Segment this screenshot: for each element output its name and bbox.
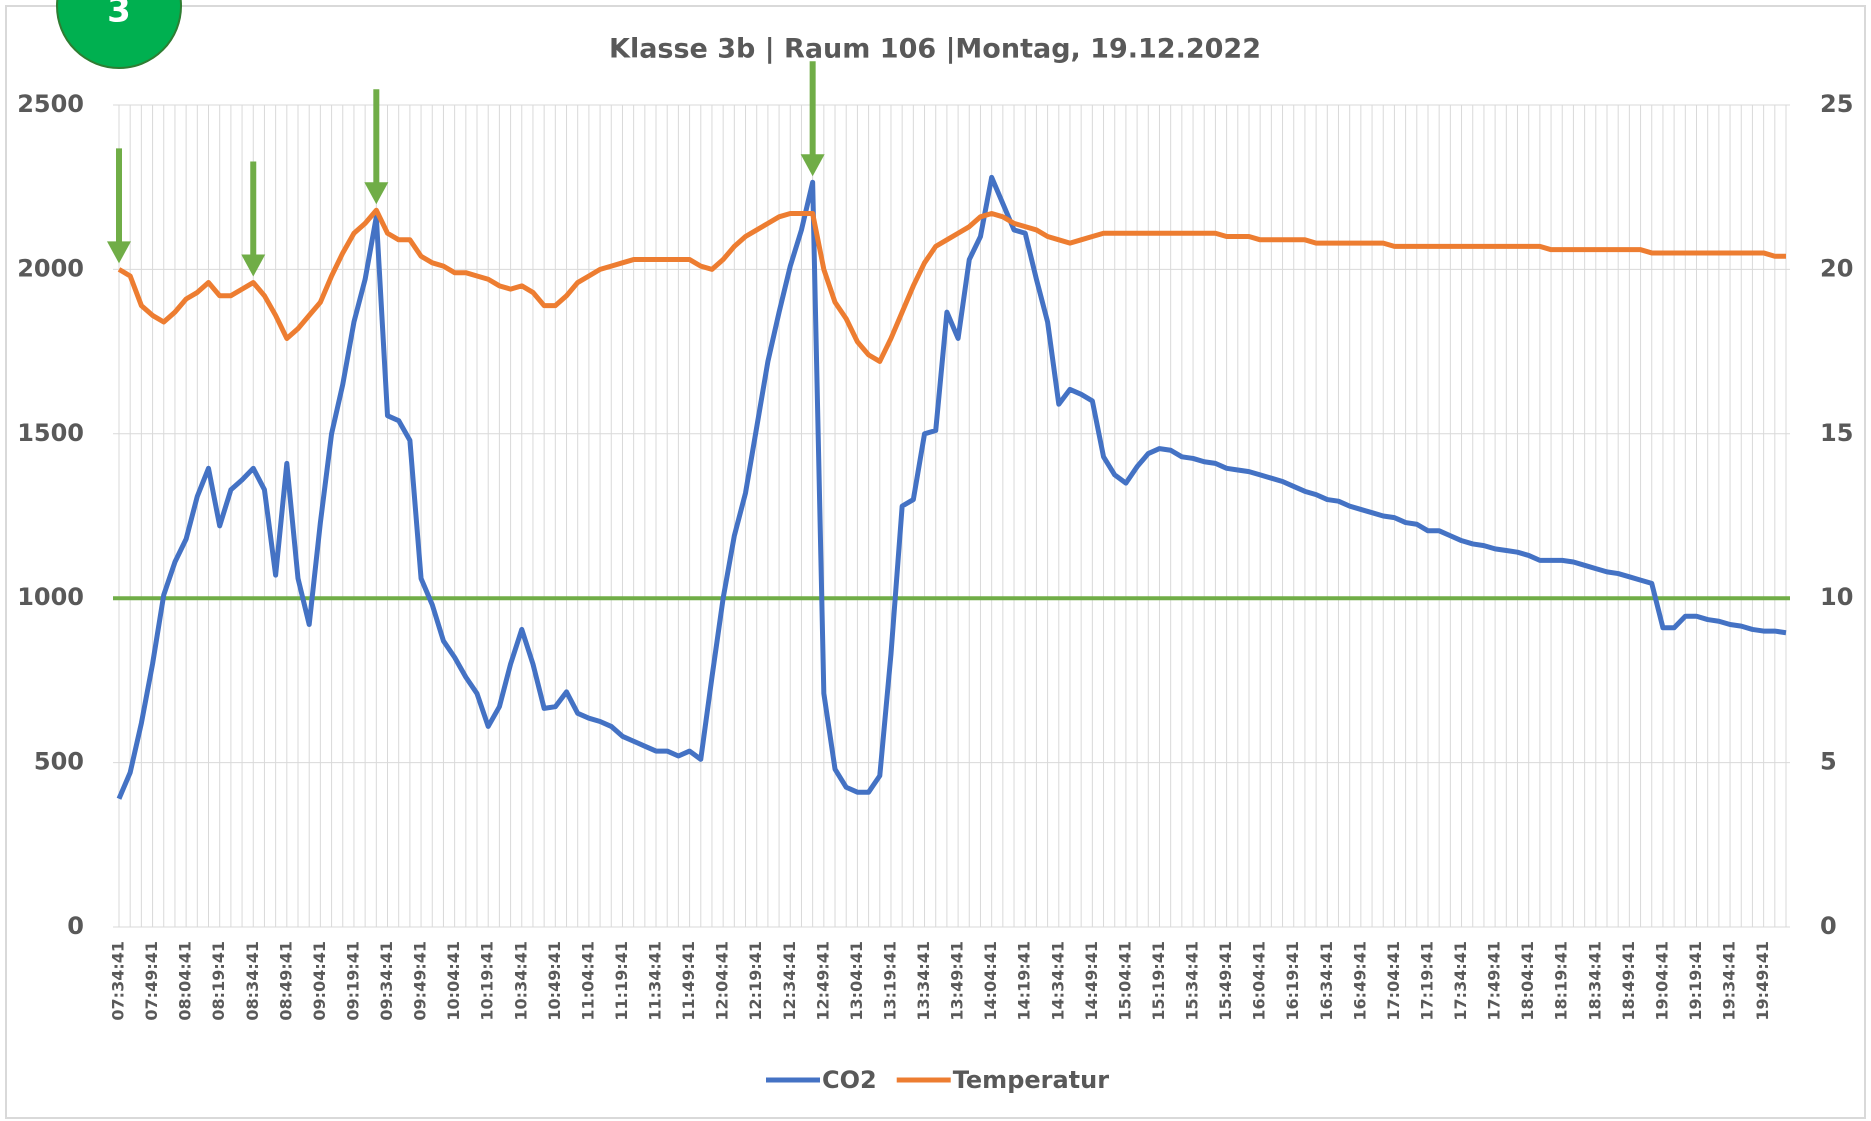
x-tick-label: 16:19:41	[1283, 941, 1302, 1021]
x-tick-label: 18:49:41	[1619, 941, 1638, 1021]
x-tick-label: 15:04:41	[1115, 941, 1134, 1021]
x-tick-label: 08:19:41	[209, 941, 228, 1021]
x-tick-label: 08:34:41	[243, 941, 262, 1021]
x-tick-label: 17:04:41	[1384, 941, 1403, 1021]
x-tick-label: 10:19:41	[478, 941, 497, 1021]
x-tick-label: 11:04:41	[578, 941, 597, 1021]
badge-text: 3	[107, 0, 131, 31]
y2-tick-label: 20	[1820, 254, 1853, 282]
x-tick-label: 16:04:41	[1250, 941, 1269, 1021]
x-tick-label: 17:34:41	[1451, 941, 1470, 1021]
y-tick-label: 2000	[17, 254, 84, 282]
x-tick-label: 08:49:41	[276, 941, 295, 1021]
y2-tick-label: 5	[1820, 748, 1837, 776]
x-tick-label: 13:49:41	[948, 941, 967, 1021]
x-tick-label: 16:49:41	[1350, 941, 1369, 1021]
x-tick-label: 19:19:41	[1686, 941, 1705, 1021]
x-tick-label: 13:04:41	[847, 941, 866, 1021]
x-tick-label: 09:19:41	[343, 941, 362, 1021]
y2-tick-label: 25	[1820, 90, 1853, 118]
legend-label: Temperatur	[953, 1066, 1110, 1094]
x-tick-label: 15:34:41	[1183, 941, 1202, 1021]
x-tick-label: 10:04:41	[444, 941, 463, 1021]
y-tick-label: 1000	[17, 583, 84, 611]
x-tick-label: 13:19:41	[880, 941, 899, 1021]
x-tick-label: 07:34:41	[109, 941, 128, 1021]
x-tick-label: 10:34:41	[511, 941, 530, 1021]
x-tick-label: 12:19:41	[746, 941, 765, 1021]
y-tick-label: 500	[34, 748, 84, 776]
x-tick-label: 18:34:41	[1585, 941, 1604, 1021]
arrow-head	[364, 182, 389, 205]
x-tick-label: 07:49:41	[142, 941, 161, 1021]
x-tick-label: 11:34:41	[646, 941, 665, 1021]
arrow-head	[241, 254, 266, 277]
x-tick-label: 12:04:41	[713, 941, 732, 1021]
x-tick-label: 18:19:41	[1552, 941, 1571, 1021]
x-tick-label: 09:49:41	[411, 941, 430, 1021]
x-tick-label: 11:19:41	[612, 941, 631, 1021]
badge	[56, 0, 182, 69]
x-tick-label: 15:49:41	[1216, 941, 1235, 1021]
chart-title: Klasse 3b | Raum 106 |Montag, 19.12.2022	[609, 34, 1261, 65]
x-tick-label: 15:19:41	[1149, 941, 1168, 1021]
x-tick-label: 12:34:41	[780, 941, 799, 1021]
y2-tick-label: 10	[1820, 583, 1853, 611]
x-tick-label: 09:04:41	[310, 941, 329, 1021]
x-tick-label: 12:49:41	[813, 941, 832, 1021]
x-tick-label: 19:04:41	[1652, 941, 1671, 1021]
x-tick-label: 11:49:41	[679, 941, 698, 1021]
x-tick-label: 17:19:41	[1417, 941, 1436, 1021]
x-tick-label: 18:04:41	[1518, 941, 1537, 1021]
y2-tick-label: 15	[1820, 419, 1853, 447]
y-tick-label: 2500	[17, 90, 84, 118]
series-line	[117, 207, 1786, 364]
y-tick-label: 0	[67, 912, 84, 940]
arrow-head	[800, 154, 825, 177]
x-tick-label: 16:34:41	[1317, 941, 1336, 1021]
y2-tick-label: 0	[1820, 912, 1837, 940]
y-tick-label: 1500	[17, 419, 84, 447]
arrow-head	[107, 241, 131, 264]
x-tick-label: 14:04:41	[981, 941, 1000, 1021]
x-tick-label: 14:34:41	[1048, 941, 1067, 1021]
x-tick-label: 17:49:41	[1485, 941, 1504, 1021]
x-tick-label: 10:49:41	[545, 941, 564, 1021]
x-tick-label: 08:04:41	[176, 941, 195, 1021]
x-tick-label: 09:34:41	[377, 941, 396, 1021]
legend-label: CO2	[822, 1066, 877, 1094]
x-tick-label: 19:49:41	[1753, 941, 1772, 1021]
x-tick-label: 14:19:41	[1015, 941, 1034, 1021]
x-tick-label: 19:34:41	[1720, 941, 1739, 1021]
series-line	[116, 174, 1787, 800]
x-tick-label: 13:34:41	[914, 941, 933, 1021]
x-tick-label: 14:49:41	[1082, 941, 1101, 1021]
